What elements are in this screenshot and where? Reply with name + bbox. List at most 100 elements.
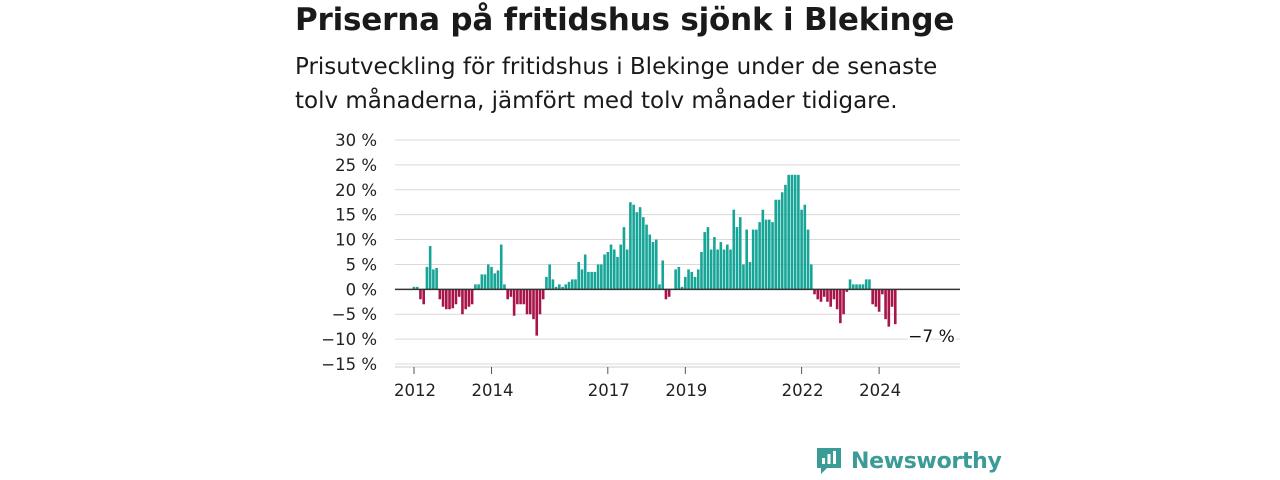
bar: [732, 209, 736, 290]
bar: [441, 289, 445, 307]
brand-logo: Newsworthy: [815, 446, 1002, 476]
bar: [829, 289, 832, 307]
y-tick-label: 15 %: [335, 206, 377, 225]
bar: [658, 284, 661, 290]
bar: [654, 239, 658, 290]
bar: [800, 209, 803, 290]
bar: [851, 284, 855, 290]
chart-title: Priserna på fritidshus sjönk i Blekinge: [295, 2, 955, 38]
bar: [486, 264, 490, 290]
bar: [651, 242, 655, 290]
bar: [629, 202, 632, 290]
y-tick-label: 25 %: [335, 156, 377, 175]
x-tick-label: 2014: [472, 381, 514, 400]
bar: [755, 229, 758, 290]
bar: [499, 244, 503, 290]
bar: [868, 279, 871, 290]
bar: [632, 204, 635, 290]
bar: [726, 244, 729, 290]
bar: [635, 212, 639, 290]
bar: [706, 227, 710, 290]
bar: [412, 286, 416, 290]
bar: [474, 284, 477, 290]
chart-subtitle: Prisutveckling för fritidshus i Blekinge…: [295, 54, 938, 114]
bar: [874, 289, 878, 307]
bar: [771, 222, 774, 290]
bar: [519, 289, 522, 305]
bar: [735, 227, 739, 290]
bar: [738, 217, 742, 290]
bar: [583, 254, 587, 290]
bar: [729, 249, 732, 290]
bar: [813, 289, 816, 295]
bar: [596, 264, 600, 290]
bar: [454, 289, 458, 305]
bar: [667, 289, 671, 297]
bar: [887, 289, 891, 327]
bar: [490, 266, 493, 290]
bar: [438, 289, 442, 300]
bar: [680, 286, 684, 290]
bar: [703, 232, 706, 290]
bar: [809, 264, 813, 290]
bar: [839, 289, 842, 324]
bar: [645, 224, 648, 290]
bar: [551, 279, 555, 290]
newsworthy-logo-icon: [817, 448, 841, 474]
bar: [516, 289, 519, 305]
bar: [538, 289, 542, 315]
bar: [677, 266, 681, 290]
bar: [648, 234, 652, 290]
bar: [745, 229, 748, 290]
bar: [835, 289, 839, 310]
bar: [890, 289, 894, 307]
bar: [470, 289, 474, 305]
bar: [777, 199, 781, 290]
x-tick-label: 2017: [588, 381, 630, 400]
bar: [419, 289, 422, 300]
bar: [428, 246, 432, 290]
y-tick-label: −15 %: [321, 355, 377, 374]
bar: [722, 249, 726, 290]
bar: [713, 237, 716, 290]
bar: [554, 286, 558, 290]
bar: [558, 284, 561, 290]
brand-name: Newsworthy: [851, 448, 1002, 474]
bar: [816, 289, 820, 300]
bar: [696, 269, 700, 290]
bar: [864, 279, 868, 290]
bar: [719, 242, 723, 290]
bar: [493, 273, 497, 290]
bar: [884, 289, 887, 320]
bar: [797, 174, 800, 290]
bar: [445, 289, 448, 310]
bar: [826, 289, 829, 302]
bar: [464, 289, 467, 310]
bar: [793, 174, 797, 290]
bar: [528, 289, 532, 315]
bar: [819, 289, 823, 302]
bar: [751, 229, 755, 290]
bar: [848, 279, 852, 290]
bar: [522, 289, 526, 305]
bar: [509, 289, 513, 297]
bar: [684, 276, 687, 290]
bar: [587, 271, 590, 290]
bar: [609, 244, 613, 290]
bar: [764, 219, 768, 290]
bar: [642, 217, 645, 290]
y-tick-label: −5 %: [332, 305, 377, 324]
bar: [415, 286, 419, 290]
bar: [496, 270, 500, 290]
bar: [577, 261, 581, 290]
bar: [425, 266, 429, 290]
bar: [503, 284, 506, 290]
bar: [822, 289, 826, 297]
bar: [467, 289, 471, 307]
bar: [625, 249, 629, 290]
bar: [806, 229, 810, 290]
bar: [612, 249, 616, 290]
bar: [832, 289, 836, 300]
bar: [855, 284, 858, 290]
last-value-annotation: −7 %: [908, 327, 955, 347]
